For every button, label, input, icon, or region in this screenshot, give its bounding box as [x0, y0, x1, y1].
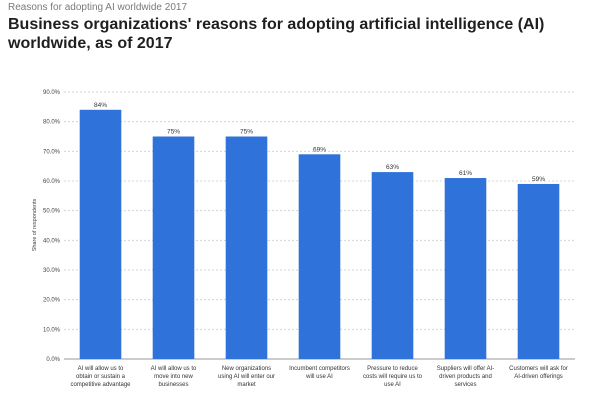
data-label: 75% — [240, 129, 253, 136]
x-category-label-line: move into new — [154, 374, 193, 380]
y-tick-label: 30.0% — [43, 268, 61, 274]
grid-layer — [64, 91, 575, 360]
x-category-label-line: Customers will ask for — [509, 366, 568, 372]
y-tick-label: 0.0% — [46, 357, 60, 363]
bar-layer — [79, 109, 560, 359]
bar — [225, 136, 268, 359]
x-category-label: Incumbent competitors will use AI — [289, 366, 350, 380]
x-category-label: Suppliers will offer AI-driven products … — [437, 366, 495, 388]
x-category-label: Customers will ask for AI-driven offering… — [509, 366, 568, 380]
x-category-label-line: AI will allow us to — [78, 366, 124, 372]
x-category-label-line: businesses — [158, 382, 188, 388]
y-tick-label: 20.0% — [43, 298, 61, 304]
label-layer: 0.0% 10.0% 20.0% 30.0% 40.0% 50.0% 60.0% 70.0% 8… — [43, 90, 568, 388]
data-label: 75% — [167, 129, 180, 136]
bar — [298, 154, 341, 359]
bar — [79, 109, 122, 359]
x-category-label-line: AI will allow us to — [151, 366, 197, 372]
x-category-label-line: Pressure to reduce — [367, 366, 418, 372]
y-tick-label: 10.0% — [43, 327, 61, 333]
x-category-label: Pressure to reduce costs will require us … — [363, 366, 423, 388]
y-tick-label: 90.0% — [43, 90, 61, 96]
x-category-label-line: costs will require us to — [363, 374, 423, 380]
y-tick-label: 40.0% — [43, 238, 61, 244]
x-category-label-line: using AI will enter our — [218, 374, 275, 380]
y-axis-title: Share of respondents — [32, 198, 38, 251]
y-tick-label: 70.0% — [43, 149, 61, 155]
y-tick-label: 60.0% — [43, 179, 61, 185]
x-category-label-line: obtain or sustain a — [76, 374, 126, 380]
x-category-label: AI will allow us to obtain or sustain a co… — [70, 366, 131, 388]
x-category-label: New organizations using AI will enter our… — [218, 366, 275, 388]
y-tick-label: 50.0% — [43, 209, 61, 215]
x-category-label-line: New organizations — [222, 366, 271, 372]
x-category-label-line: use AI — [384, 382, 401, 388]
x-category-label-line: Suppliers will offer AI- — [437, 366, 495, 372]
y-tick-label: 80.0% — [43, 120, 61, 126]
x-category-label-line: will use AI — [305, 374, 333, 380]
chart-supertitle: Reasons for adopting AI worldwide 2017 — [8, 2, 188, 13]
x-category-label-line: competitive advantage — [70, 382, 131, 388]
data-label: 69% — [313, 146, 326, 153]
bar — [152, 136, 195, 359]
data-label: 59% — [532, 176, 545, 183]
x-category-label-line: services — [454, 382, 476, 388]
data-label: 63% — [386, 164, 399, 171]
data-label: 61% — [459, 170, 472, 177]
chart-title: Business organizations' reasons for adop… — [8, 16, 545, 52]
x-category-label-line: market — [237, 382, 256, 388]
x-category-label-line: AI-driven offerings — [514, 374, 563, 380]
x-category-label: AI will allow us to move into new business… — [151, 366, 197, 388]
x-category-label-line: driven products and — [439, 374, 492, 380]
bar — [517, 183, 560, 359]
x-category-label-line: Incumbent competitors — [289, 366, 350, 372]
bar — [444, 178, 487, 359]
bar — [371, 172, 414, 359]
data-label: 84% — [94, 102, 107, 109]
